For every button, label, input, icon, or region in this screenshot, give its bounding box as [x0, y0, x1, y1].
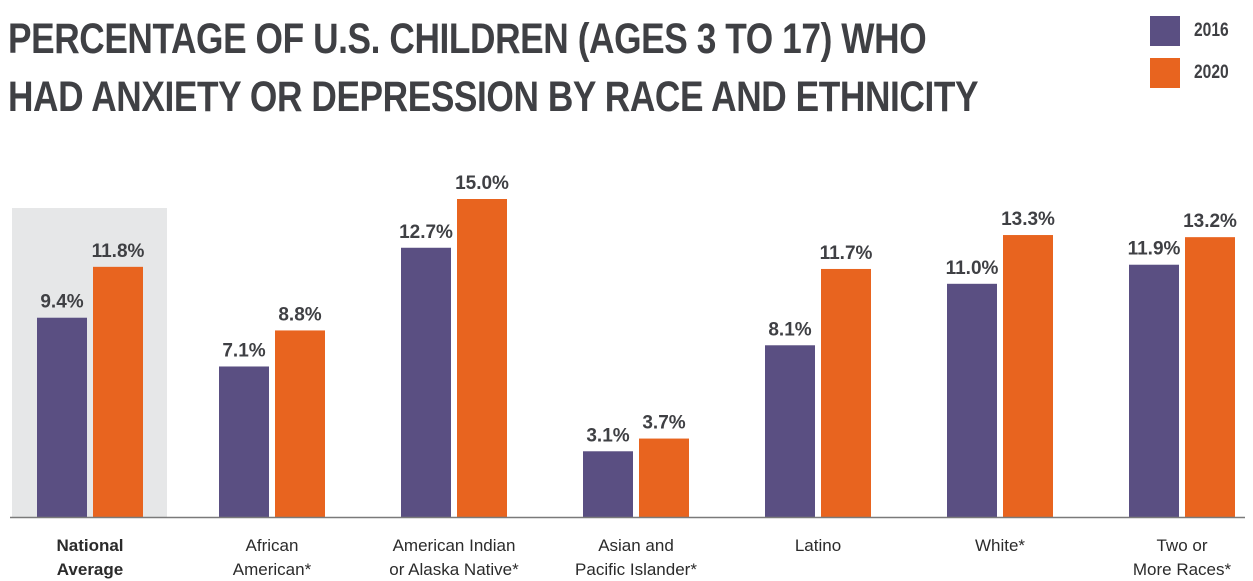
- value-label-2016-5: 11.0%: [946, 258, 999, 279]
- bar-2020-2: [457, 199, 507, 517]
- value-label-2020-5: 13.3%: [1001, 209, 1055, 230]
- legend-label-2016: 2016: [1194, 20, 1229, 41]
- value-label-2020-1: 8.8%: [278, 304, 321, 325]
- category-label-2-line-1: or Alaska Native*: [389, 560, 519, 579]
- category-label-2-line-0: American Indian: [393, 536, 516, 555]
- value-label-2020-4: 11.7%: [820, 243, 873, 264]
- chart-title-line-1: Percentage of U.S. Children (Ages 3 to 1…: [8, 15, 927, 63]
- bar-2020-6: [1185, 237, 1235, 517]
- value-label-2020-6: 13.2%: [1183, 211, 1237, 232]
- value-label-2016-6: 11.9%: [1128, 239, 1181, 260]
- category-label-0-line-0: National: [56, 536, 123, 555]
- bar-2016-3: [583, 451, 633, 517]
- bar-2020-5: [1003, 235, 1053, 518]
- legend-item-2020: 2020: [1150, 56, 1236, 90]
- category-label-4-line-0: Latino: [795, 536, 841, 555]
- bar-2020-4: [821, 268, 871, 517]
- bar-2020-3: [639, 438, 689, 517]
- legend-swatch-2020: [1150, 58, 1180, 88]
- bar-2016-5: [947, 283, 997, 517]
- category-label-3-line-0: Asian and: [598, 536, 674, 555]
- chart-title-line-2: had Anxiety or Depression by Race and Et…: [8, 73, 979, 121]
- category-label-5-line-0: White*: [975, 536, 1025, 555]
- legend-item-2016: 2016: [1150, 14, 1236, 48]
- value-label-2016-2: 12.7%: [399, 222, 453, 243]
- category-label-3-line-1: Pacific Islander*: [575, 560, 697, 579]
- category-label-1-line-0: African: [246, 536, 299, 555]
- value-label-2020-2: 15.0%: [455, 173, 509, 194]
- bar-2020-1: [275, 330, 325, 517]
- value-label-2020-3: 3.7%: [642, 413, 685, 434]
- bar-2016-1: [219, 366, 269, 517]
- legend-label-2020: 2020: [1194, 62, 1229, 83]
- category-label-6-line-1: More Races*: [1133, 560, 1232, 579]
- bar-2016-2: [401, 247, 451, 517]
- legend: 2016 2020: [1150, 14, 1236, 98]
- category-label-0-line-1: Average: [57, 560, 123, 579]
- value-label-2020-0: 11.8%: [92, 241, 145, 262]
- legend-swatch-2016: [1150, 16, 1180, 46]
- value-label-2016-4: 8.1%: [768, 319, 811, 340]
- category-label-1-line-1: American*: [233, 560, 312, 579]
- category-label-6-line-0: Two or: [1156, 536, 1207, 555]
- chart-title: Percentage of U.S. Children (Ages 3 to 1…: [8, 10, 979, 126]
- value-label-2016-1: 7.1%: [222, 340, 265, 361]
- bar-2016-4: [765, 345, 815, 517]
- value-label-2016-0: 9.4%: [40, 292, 83, 313]
- bar-2016-6: [1129, 264, 1179, 517]
- bar-2020-0: [93, 266, 143, 517]
- value-label-2016-3: 3.1%: [586, 425, 629, 446]
- bar-2016-0: [37, 317, 87, 517]
